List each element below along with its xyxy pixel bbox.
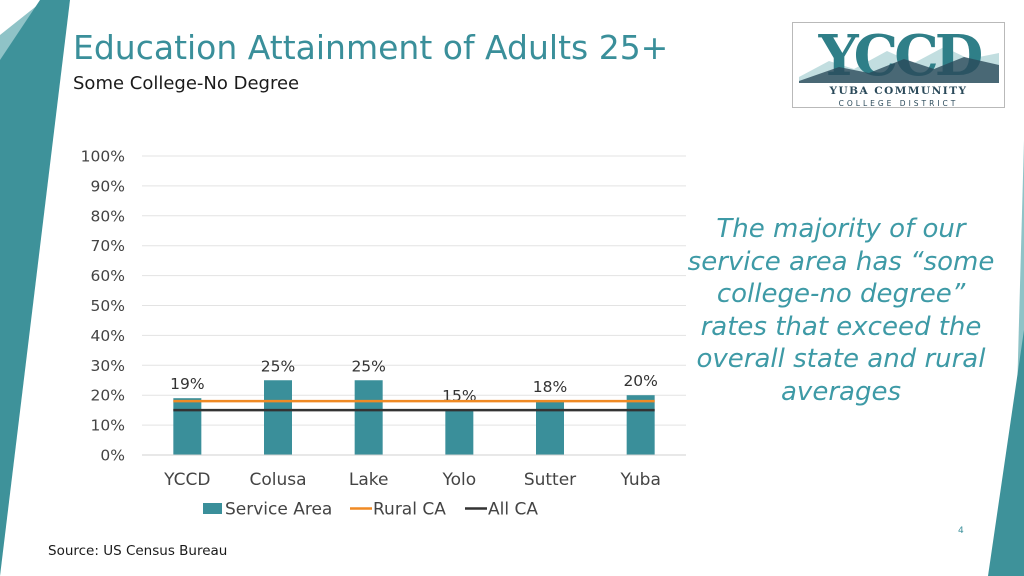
logo-mountain-dark <box>799 57 999 83</box>
x-tick-label: Yuba <box>619 470 660 490</box>
y-tick-label: 50% <box>91 297 125 315</box>
y-tick-label: 90% <box>91 177 125 195</box>
logo-name-line1: YUBA COMMUNITY <box>829 85 968 97</box>
data-label: 20% <box>623 372 657 390</box>
legend-label: All CA <box>488 500 538 520</box>
data-label: 15% <box>442 387 476 405</box>
page-subtitle: Some College-No Degree <box>73 73 300 94</box>
bar-yccd <box>173 398 202 455</box>
page-title: Education Attainment of Adults 25+ <box>73 28 669 67</box>
source-note: Source: US Census Bureau <box>48 543 228 559</box>
yccd-logo: YCCD YUBA COMMUNITY COLLEGE DISTRICT <box>792 22 1005 108</box>
x-tick-label: Colusa <box>249 470 306 490</box>
legend-label: Rural CA <box>373 500 446 520</box>
data-label: 19% <box>170 375 204 393</box>
y-tick-label: 60% <box>91 267 125 285</box>
data-label: 25% <box>351 357 385 375</box>
x-tick-label: Yolo <box>442 470 477 490</box>
page-number: 4 <box>958 526 964 536</box>
data-label: 25% <box>261 357 295 375</box>
x-tick-label: YCCD <box>163 470 210 490</box>
y-tick-label: 80% <box>91 207 125 225</box>
x-tick-label: Sutter <box>524 470 576 490</box>
y-tick-label: 20% <box>91 387 125 405</box>
y-tick-label: 40% <box>91 327 125 345</box>
y-tick-label: 0% <box>100 447 125 465</box>
bar-colusa <box>264 380 292 455</box>
legend-label: Service Area <box>225 500 332 520</box>
legend-swatch-service-area <box>203 503 222 514</box>
bar-yolo <box>445 410 474 455</box>
y-tick-label: 30% <box>91 357 125 375</box>
bar-yuba <box>626 395 655 455</box>
left-teal-band <box>0 0 70 576</box>
right-teal-band <box>988 330 1024 576</box>
x-tick-label: Lake <box>349 470 389 490</box>
logo-mark: YCCD <box>799 25 999 83</box>
y-tick-label: 100% <box>81 148 125 166</box>
callout-text: The majority of our service area has “so… <box>687 214 995 407</box>
y-tick-label: 10% <box>91 417 125 435</box>
data-label: 18% <box>533 378 567 396</box>
y-tick-label: 70% <box>91 237 125 255</box>
logo-name-line2: COLLEGE DISTRICT <box>838 99 959 108</box>
bar-lake <box>354 380 383 455</box>
